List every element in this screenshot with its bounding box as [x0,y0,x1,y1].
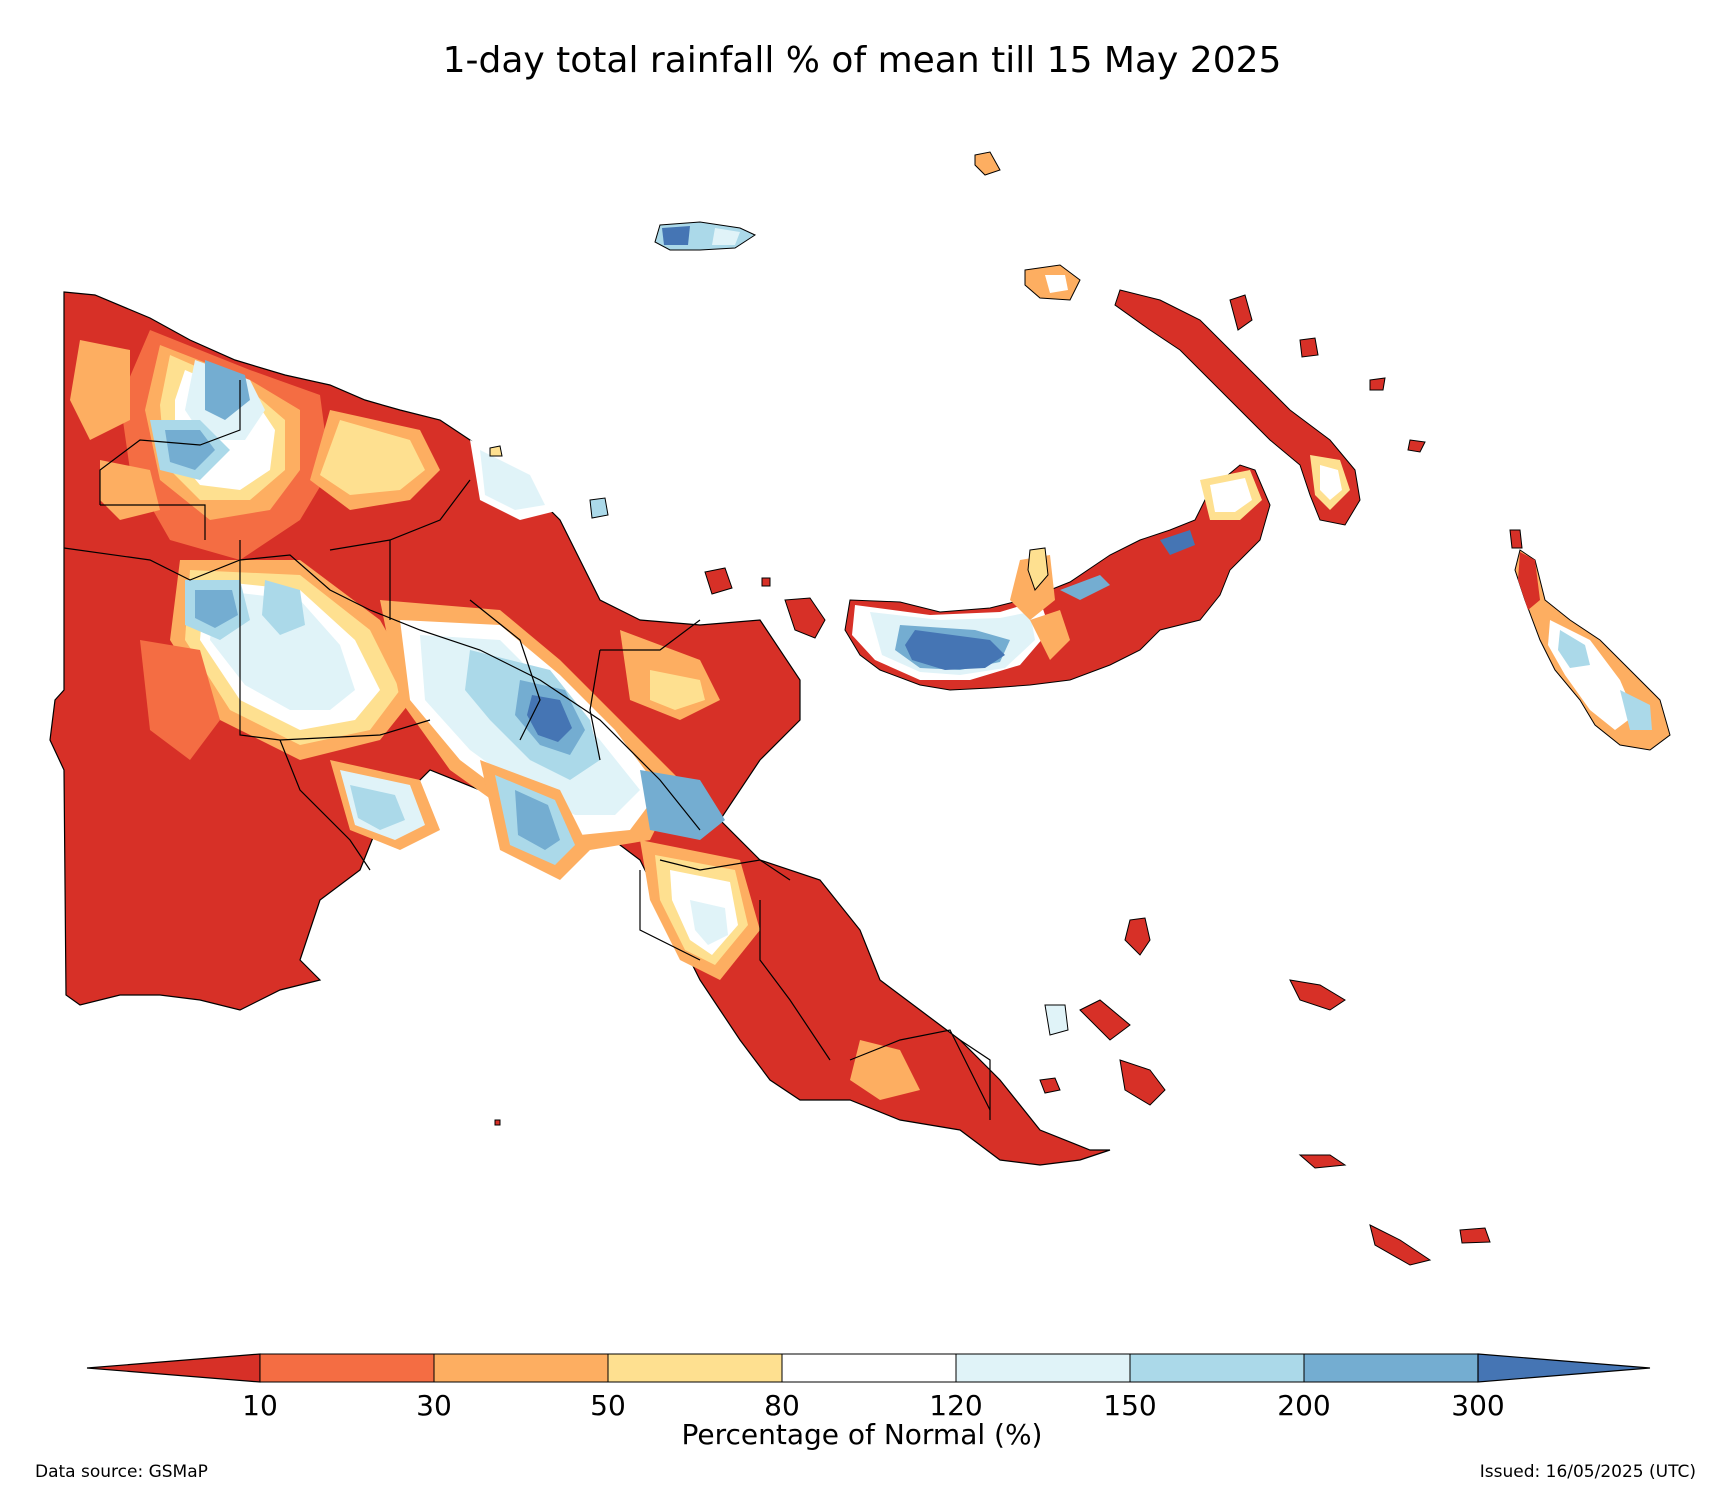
data-source-text: Data source: GSMaP [35,1462,208,1482]
colorbar-tick-label: 120 [929,1389,983,1422]
colorbar-tick-label: 30 [416,1389,452,1422]
colorbar-bin-200-300 [1303,1353,1479,1383]
new-ireland [1114,289,1361,526]
colorbar-bin-50-80 [607,1353,783,1383]
colorbar-title: Percentage of Normal (%) [681,1418,1043,1451]
map-title: 1-day total rainfall % of mean till 15 M… [442,40,1282,81]
colorbar-extend-high [1477,1353,1651,1383]
mussau-island [974,151,1001,176]
issued-date-text: Issued: 16/05/2025 (UTC) [1479,1462,1696,1482]
mainland-anomaly-patches [70,330,920,1100]
colorbar-tick-label: 10 [242,1389,278,1422]
colorbar-tick-label: 50 [590,1389,626,1422]
colorbar-bin-150-200 [1129,1353,1305,1383]
colorbar-bin-120-150 [955,1353,1131,1383]
colorbar-tick-label: 200 [1277,1389,1331,1422]
colorbar-tick-label: 150 [1103,1389,1157,1422]
small-islands-mixed [489,445,1069,1036]
colorbar-bin-80-120 [781,1353,957,1383]
province-boundaries [63,380,991,1120]
colorbar-extend-low [86,1353,261,1383]
small-islands [494,294,1491,1266]
colorbar-bin-30-50 [433,1353,609,1383]
colorbar-bin-10-30 [259,1353,435,1383]
colorbar-tick-label: 300 [1451,1389,1505,1422]
colorbar-tick-label: 80 [764,1389,800,1422]
new-britain-anomaly [852,470,1262,680]
buka-island [1509,529,1523,549]
